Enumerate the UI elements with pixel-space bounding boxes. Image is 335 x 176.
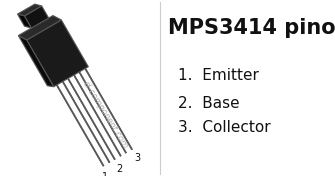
Polygon shape (17, 4, 42, 16)
Text: MPS3414 pinout: MPS3414 pinout (168, 18, 335, 38)
Text: 3.  Collector: 3. Collector (178, 121, 271, 136)
Text: 1.  Emitter: 1. Emitter (178, 68, 259, 83)
Polygon shape (18, 15, 61, 40)
Text: 3: 3 (135, 153, 141, 164)
Text: 1: 1 (102, 172, 108, 176)
Text: el-component.com: el-component.com (80, 79, 130, 150)
Polygon shape (24, 6, 49, 28)
Polygon shape (27, 20, 88, 87)
Polygon shape (18, 36, 54, 87)
Text: 2: 2 (116, 164, 123, 174)
Text: 2.  Base: 2. Base (178, 96, 240, 111)
Polygon shape (17, 14, 31, 28)
